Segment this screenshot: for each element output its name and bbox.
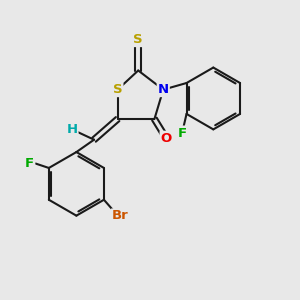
Text: S: S bbox=[134, 33, 143, 46]
Text: Br: Br bbox=[112, 209, 128, 223]
Text: F: F bbox=[25, 157, 34, 170]
Text: F: F bbox=[178, 127, 187, 140]
Text: H: H bbox=[66, 123, 77, 136]
Text: N: N bbox=[158, 83, 169, 96]
Text: O: O bbox=[160, 132, 172, 145]
Text: S: S bbox=[113, 83, 122, 96]
